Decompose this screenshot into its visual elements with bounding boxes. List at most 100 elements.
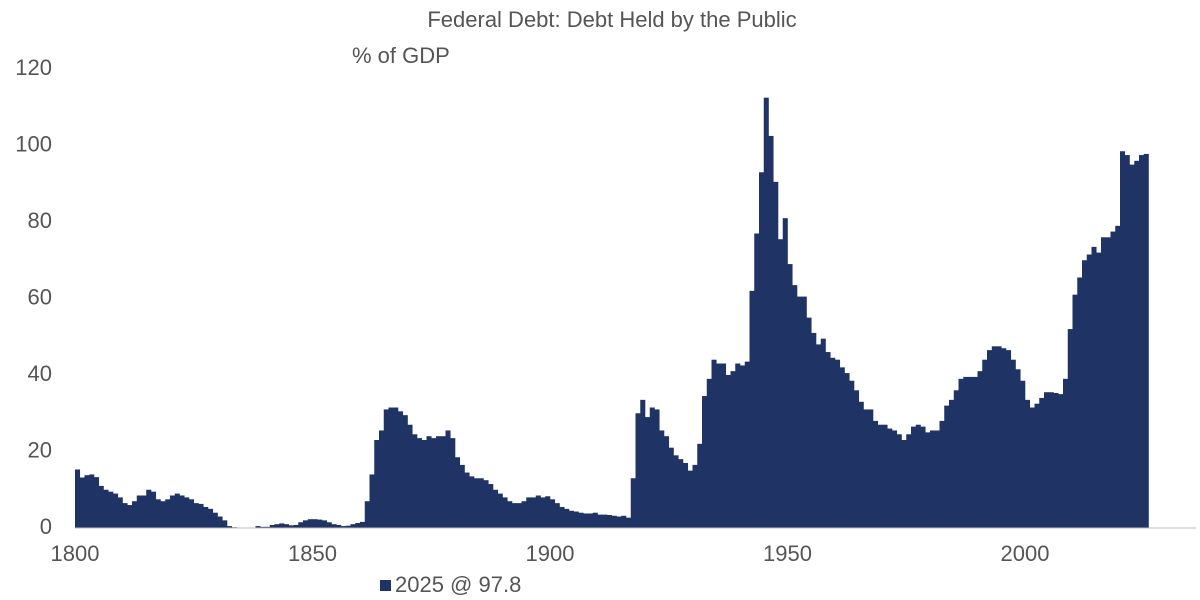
bar	[801, 296, 807, 528]
bar	[759, 172, 765, 528]
y-tick-label: 0	[40, 514, 52, 539]
bar	[312, 519, 318, 528]
bar	[602, 514, 608, 528]
bar	[1025, 399, 1031, 528]
y-tick-label: 40	[28, 361, 52, 386]
bar	[212, 512, 218, 528]
bar	[1029, 407, 1035, 528]
y-tick-label: 120	[15, 55, 52, 80]
bar	[322, 520, 328, 528]
bar	[383, 409, 389, 528]
chart-title: Federal Debt: Debt Held by the Public	[427, 7, 796, 32]
bar	[136, 495, 142, 528]
bar	[265, 526, 271, 528]
bar	[535, 495, 541, 528]
bar	[863, 409, 869, 528]
bar	[279, 523, 285, 528]
bar	[170, 495, 176, 528]
bar	[436, 436, 442, 528]
bar	[1048, 392, 1054, 528]
y-tick-label: 100	[15, 131, 52, 156]
bar	[512, 503, 518, 528]
bar	[393, 407, 399, 528]
legend-marker	[380, 580, 391, 591]
bar	[450, 438, 456, 528]
bar	[792, 285, 798, 528]
bar	[545, 496, 551, 528]
bar	[944, 405, 950, 528]
bar	[968, 376, 974, 528]
bar	[141, 495, 147, 528]
bar	[721, 363, 727, 528]
bar	[640, 399, 646, 528]
bar	[269, 524, 275, 528]
bar	[1096, 252, 1102, 528]
bar	[79, 477, 85, 528]
bar	[426, 436, 432, 528]
bar	[835, 359, 841, 528]
bar	[849, 380, 855, 528]
bar	[873, 420, 879, 528]
bar	[165, 499, 171, 528]
bar	[317, 519, 323, 528]
bar	[155, 499, 161, 528]
bar	[1058, 394, 1064, 528]
bar	[754, 233, 760, 528]
bar	[1143, 153, 1149, 529]
bar	[203, 506, 209, 528]
bar	[326, 522, 332, 528]
bar	[906, 434, 912, 528]
bar	[1001, 348, 1007, 528]
bar	[649, 407, 655, 528]
bar	[559, 506, 565, 528]
bar	[901, 440, 907, 528]
bar	[630, 478, 636, 528]
bar	[1034, 403, 1040, 528]
bar	[773, 181, 779, 528]
bar	[417, 438, 423, 528]
bar	[844, 373, 850, 528]
y-tick-label: 20	[28, 437, 52, 462]
bar	[706, 378, 712, 528]
bar	[217, 516, 223, 528]
bar	[626, 517, 632, 528]
bar	[369, 474, 375, 528]
bar	[768, 135, 774, 528]
bar	[350, 524, 356, 528]
bar	[445, 430, 451, 528]
bar	[858, 401, 864, 528]
bar	[868, 409, 874, 528]
bar	[431, 438, 437, 528]
bar	[407, 424, 413, 528]
bar	[854, 390, 860, 528]
bar	[331, 524, 337, 528]
bar	[806, 317, 812, 528]
bar	[592, 512, 598, 528]
bar	[174, 493, 180, 528]
bar	[1020, 380, 1026, 528]
bar	[227, 526, 233, 528]
bar	[516, 503, 522, 528]
bar	[193, 503, 199, 528]
bar	[716, 363, 722, 528]
bar	[578, 512, 584, 528]
bar	[474, 478, 480, 528]
bar	[402, 415, 408, 528]
bar	[749, 290, 755, 528]
bar	[507, 501, 513, 528]
bar	[521, 501, 527, 528]
bar	[1053, 392, 1059, 528]
bar	[497, 493, 503, 528]
bar	[977, 371, 983, 528]
bar	[298, 522, 304, 528]
bar	[569, 510, 575, 528]
bar	[412, 434, 418, 528]
bar	[659, 430, 665, 528]
bar	[388, 407, 394, 528]
bar	[972, 376, 978, 528]
bar	[877, 424, 883, 528]
bar	[1129, 164, 1135, 528]
bar	[811, 332, 817, 528]
x-tick-label: 1850	[288, 541, 337, 566]
bar	[725, 375, 731, 528]
